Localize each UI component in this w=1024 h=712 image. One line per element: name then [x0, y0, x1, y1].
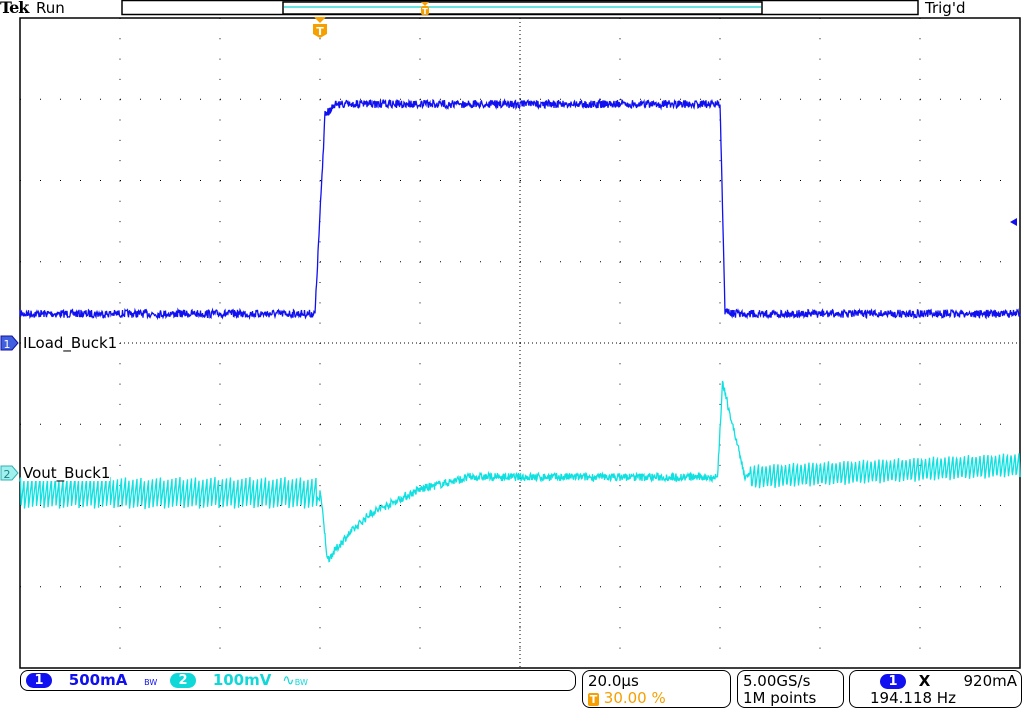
record-length: 1M points — [743, 689, 817, 707]
ch2-bandwidth-icon: BW — [294, 678, 308, 687]
sample-rate: 5.00GS/s — [743, 672, 811, 690]
graticule — [19, 17, 1021, 669]
svg-text:1: 1 — [4, 338, 11, 351]
record-window[interactable] — [282, 1, 763, 15]
trigger-position: 30.00 % — [603, 689, 666, 707]
ch1-scale: 500mA — [68, 671, 128, 689]
ch2-badge[interactable]: 2 — [170, 673, 197, 688]
ch1-trace — [19, 97, 1021, 321]
trigger-source-badge: 1 — [880, 674, 906, 689]
trigger-status: Trig'd — [925, 0, 966, 17]
brand-logo: Tek — [0, 0, 29, 17]
svg-text:2: 2 — [4, 468, 11, 481]
trigger-readout[interactable]: 1 X 920mA 194.118 Hz — [849, 670, 1022, 708]
ch2-label: Vout_Buck1 — [23, 464, 111, 482]
horizontal-readout[interactable]: 20.0µs T 30.00 % — [582, 670, 731, 708]
ch2-scale: 100mV — [212, 671, 272, 689]
ch1-label: ILoad_Buck1 — [23, 334, 118, 352]
run-state[interactable]: Run — [36, 0, 65, 17]
ch1-badge[interactable]: 1 — [26, 673, 52, 688]
ch1-ground-marker[interactable]: 1 — [0, 335, 19, 351]
trigger-position-marker-icon[interactable]: T — [313, 17, 327, 38]
ch2-ground-marker[interactable]: 2 — [0, 465, 19, 481]
svg-text:T: T — [316, 25, 324, 38]
ac-coupling-icon: ∿ — [282, 671, 295, 689]
acquisition-readout[interactable]: 5.00GS/s 1M points — [737, 670, 844, 708]
trigger-frequency: 194.118 Hz — [870, 689, 956, 707]
trigger-position-bar-icon: T — [421, 2, 429, 16]
bandwidth-limit-icon: BW — [144, 678, 158, 687]
trigger-level-arrow-icon[interactable] — [1010, 218, 1017, 226]
trigger-level: 920mA — [963, 672, 1017, 690]
trigger-slope-icon: X — [918, 672, 931, 690]
vertical-readout[interactable]: 1 500mA BW 2 100mV ∿BW — [20, 670, 576, 691]
time-scale: 20.0µs — [588, 672, 639, 690]
ch2-trace — [19, 380, 1021, 563]
trigger-position-icon: T — [588, 693, 599, 706]
svg-text:T: T — [422, 7, 428, 16]
